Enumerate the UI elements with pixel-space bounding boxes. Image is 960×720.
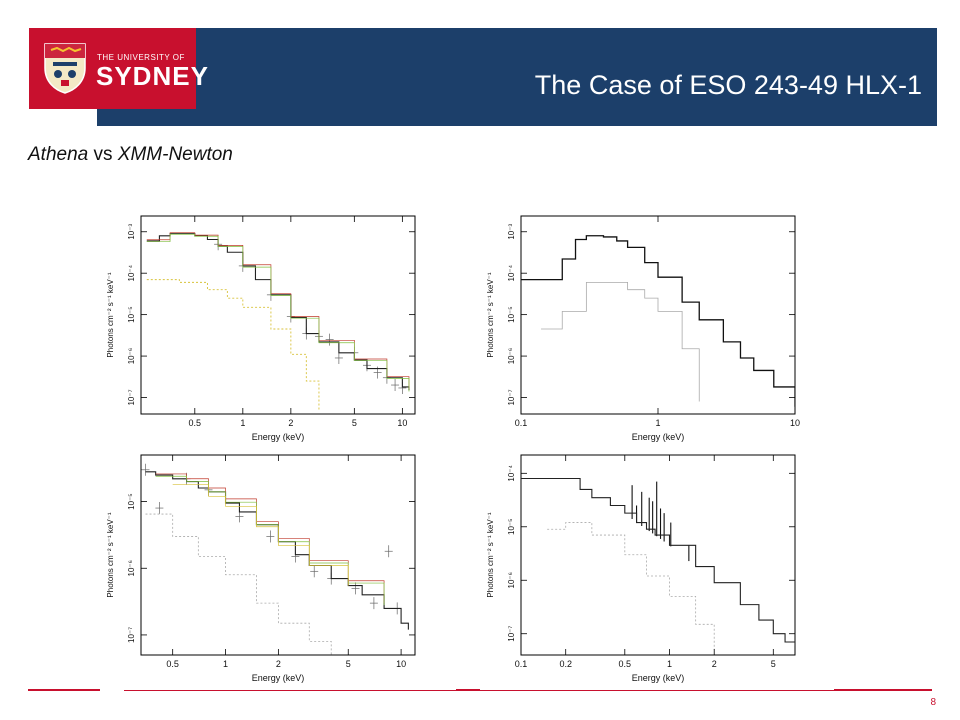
spectrum-chart-athena-bottom: 0.5 1 2 5 10 10⁻⁵ 10⁻⁶ 10⁻⁷ Energy (keV) Photons … xyxy=(106,454,416,683)
y-tick-label: 10⁻⁵ xyxy=(507,306,516,322)
series-line-0 xyxy=(521,235,795,407)
x-tick-label: 0.1 xyxy=(515,659,528,669)
spectrum-chart-xmm-bottom: 0.1 0.2 0.5 1 2 5 10⁻⁴ 10⁻⁵ 10⁻⁶ 10⁻⁷ Energy (keV)… xyxy=(486,454,796,683)
y-tick-label: 10⁻⁷ xyxy=(127,389,136,405)
y-tick-label: 10⁻⁵ xyxy=(507,519,516,535)
y-axis-label: Photons cm⁻² s⁻¹ keV⁻¹ xyxy=(106,272,115,357)
x-tick-label: 1 xyxy=(223,659,228,669)
plot-frame xyxy=(520,215,796,415)
page-number: 8 xyxy=(930,697,936,708)
y-tick-label: 10⁻⁶ xyxy=(507,572,516,588)
y-axis-label: Photons cm⁻² s⁻¹ keV⁻¹ xyxy=(486,512,495,597)
x-axis-label: Energy (keV) xyxy=(632,432,685,442)
y-tick-label: 10⁻⁶ xyxy=(507,348,516,364)
y-tick-label: 10⁻⁵ xyxy=(127,493,136,509)
y-axis-label: Photons cm⁻² s⁻¹ keV⁻¹ xyxy=(106,512,115,597)
x-axis-label: Energy (keV) xyxy=(632,673,685,683)
spectrum-chart-athena-top: 0.5 1 2 5 10 10⁻³ 10⁻⁴ 10⁻⁵ 10⁻⁶ 10⁻⁷ Energy (keV)… xyxy=(106,215,416,442)
plot-frame xyxy=(520,454,796,656)
y-tick-label: 10⁻³ xyxy=(127,224,136,240)
y-tick-label: 10⁻⁵ xyxy=(127,306,136,322)
footer-line xyxy=(834,689,932,691)
x-tick-label: 0.5 xyxy=(189,418,202,428)
header-bar xyxy=(97,28,937,126)
x-axis-label: Energy (keV) xyxy=(252,432,305,442)
footer-line xyxy=(456,689,480,691)
x-tick-label: 2 xyxy=(288,418,293,428)
y-tick-label: 10⁻⁶ xyxy=(127,348,136,364)
x-tick-label: 10 xyxy=(790,418,800,428)
x-tick-label: 1 xyxy=(667,659,672,669)
series-line-2 xyxy=(146,233,410,392)
plot-frame xyxy=(140,215,416,415)
x-tick-label: 10 xyxy=(396,659,406,669)
series-line-0 xyxy=(521,477,795,646)
series-line-1 xyxy=(547,522,715,650)
x-tick-label: 0.5 xyxy=(166,659,179,669)
plot-frame xyxy=(140,454,416,656)
x-tick-label: 2 xyxy=(712,659,717,669)
x-tick-label: 1 xyxy=(240,418,245,428)
x-tick-label: 5 xyxy=(352,418,357,428)
series-line-3 xyxy=(172,484,349,586)
x-tick-label: 5 xyxy=(346,659,351,669)
subtitle-xmm: XMM-Newton xyxy=(117,144,233,165)
x-tick-label: 10 xyxy=(397,418,407,428)
x-tick-label: 0.2 xyxy=(559,659,572,669)
logo-text-small: THE UNIVERSITY OF xyxy=(97,53,185,62)
y-tick-label: 10⁻⁶ xyxy=(127,560,136,576)
y-axis-label: Photons cm⁻² s⁻¹ keV⁻¹ xyxy=(486,272,495,357)
logo-text-large: SYDNEY xyxy=(96,61,209,91)
crest-icon xyxy=(44,43,86,94)
footer-line xyxy=(124,690,924,691)
x-axis-label: Energy (keV) xyxy=(252,673,305,683)
x-tick-label: 2 xyxy=(276,659,281,669)
subtitle-athena: Athena xyxy=(28,144,89,165)
y-tick-label: 10⁻⁷ xyxy=(127,627,136,643)
x-tick-label: 5 xyxy=(771,659,776,669)
x-tick-label: 0.5 xyxy=(619,659,632,669)
university-logo: THE UNIVERSITY OF SYDNEY xyxy=(29,28,208,109)
series-line-1 xyxy=(541,281,700,402)
slide-title: The Case of ESO 243-49 HLX-1 xyxy=(534,70,922,100)
y-tick-label: 10⁻⁷ xyxy=(507,626,516,642)
slide-subtitle: Athena vs XMM-Newton xyxy=(28,144,233,166)
y-tick-label: 10⁻⁴ xyxy=(127,264,136,281)
y-tick-label: 10⁻³ xyxy=(507,224,516,240)
series-line-4 xyxy=(145,513,332,655)
y-tick-label: 10⁻⁴ xyxy=(507,264,516,281)
x-tick-label: 1 xyxy=(655,418,660,428)
x-tick-label: 0.1 xyxy=(515,418,528,428)
spectrum-chart-xmm-top: 0.1 1 10 10⁻³ 10⁻⁴ 10⁻⁵ 10⁻⁶ 10⁻⁷ Energy (keV) Ph… xyxy=(486,215,800,442)
subtitle-vs: vs xyxy=(88,144,118,165)
footer-line xyxy=(28,689,100,691)
y-tick-label: 10⁻⁴ xyxy=(507,464,516,481)
y-tick-label: 10⁻⁷ xyxy=(507,389,516,405)
